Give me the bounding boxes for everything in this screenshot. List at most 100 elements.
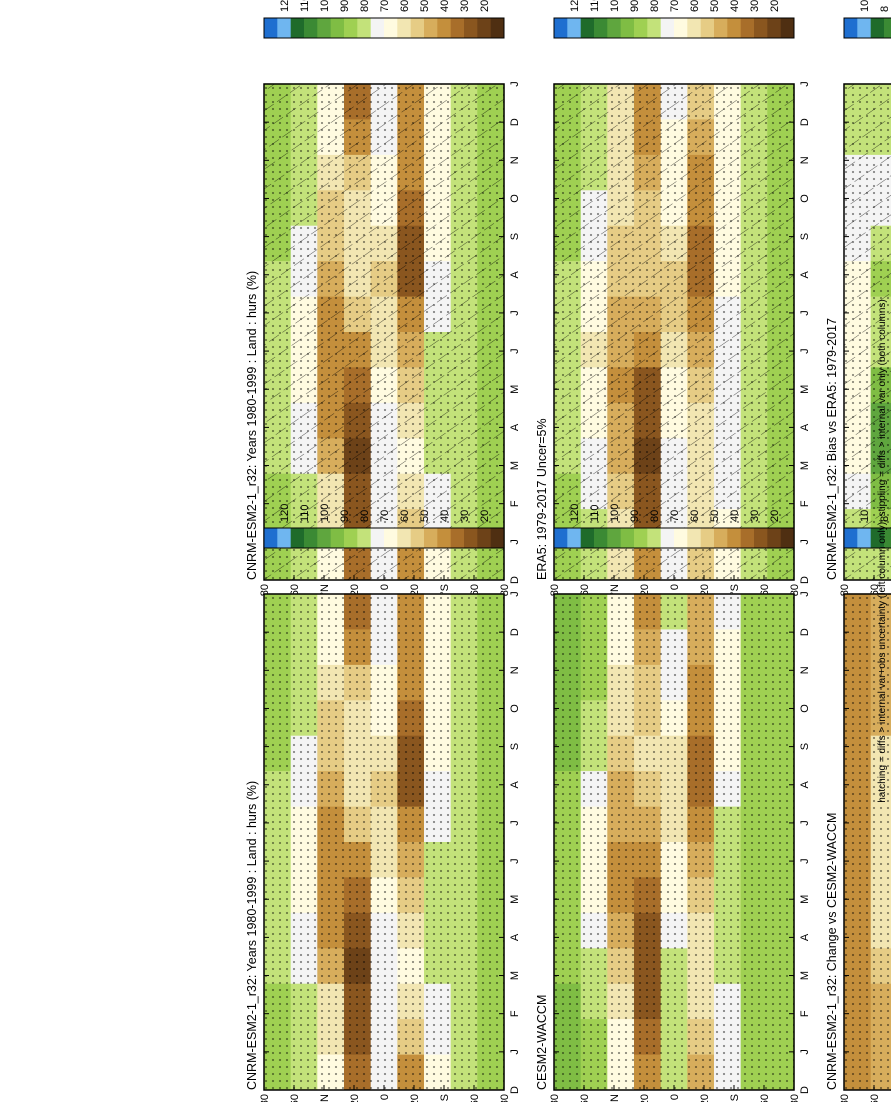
colorbar-swatch: [384, 18, 398, 38]
colorbar-swatch: [714, 18, 728, 38]
lat-label: 80: [499, 584, 511, 596]
month-label: A: [799, 933, 811, 941]
colorbar-swatch: [424, 18, 438, 38]
footnote-text: hatching = diffs > internal var+obs unce…: [877, 299, 888, 803]
colorbar-label: 8: [879, 516, 891, 522]
colorbar-label: 10: [859, 0, 871, 12]
colorbar-swatch: [330, 528, 345, 548]
colorbar-swatch: [357, 18, 372, 38]
month-label: D: [799, 118, 811, 126]
month-label: S: [799, 233, 811, 240]
colorbar-swatch: [397, 528, 412, 548]
colorbar-swatch: [410, 528, 425, 548]
colorbar-label: 120: [279, 0, 291, 12]
lat-label: 20: [349, 1094, 361, 1102]
month-label: J: [799, 348, 811, 354]
colorbar-label: 10: [859, 510, 871, 522]
lat-label: 0: [379, 584, 391, 590]
colorbar-frame: [263, 527, 505, 549]
colorbar-swatch: [767, 528, 782, 548]
colorbar-label: 40: [729, 510, 741, 522]
colorbar-label: 30: [749, 510, 761, 522]
colorbar-label: 70: [669, 0, 681, 12]
colorbar-label: 8: [879, 6, 891, 12]
colorbar-swatch: [330, 18, 345, 38]
colorbar-swatch: [580, 18, 595, 38]
colorbar-label: 40: [729, 0, 741, 12]
colorbar-swatch: [647, 18, 662, 38]
colorbar-swatch: [384, 528, 398, 548]
month-label: N: [509, 156, 521, 164]
month-label: O: [799, 704, 811, 713]
colorbar-label: 110: [299, 504, 311, 522]
lat-label: 60: [289, 1094, 301, 1102]
plot-frame: [843, 83, 891, 581]
colorbar-swatch: [264, 528, 278, 548]
month-label: M: [799, 895, 811, 904]
month-label: D: [509, 118, 521, 126]
colorbar-swatch: [464, 18, 478, 38]
month-label: J: [799, 591, 811, 597]
colorbar-swatch: [634, 528, 648, 548]
month-label: D: [509, 576, 521, 584]
colorbar-label: 40: [439, 0, 451, 12]
colorbar-label: 120: [279, 504, 291, 522]
month-label: A: [509, 270, 521, 278]
stipple-overlay: [554, 594, 794, 1090]
colorbar-swatch: [344, 18, 358, 38]
colorbar-swatch: [277, 18, 292, 38]
lat-label: °N: [609, 1094, 621, 1102]
month-label: M: [509, 385, 521, 394]
hatch-overlay: [264, 84, 504, 580]
lat-label: 80: [259, 584, 271, 596]
lat-label: °S: [729, 584, 741, 596]
panel-title: CNRM-ESM2-1_r32: Years 1980-1999 : Land …: [245, 781, 259, 1090]
colorbar-swatch: [754, 528, 768, 548]
month-label: A: [799, 423, 811, 431]
month-label: S: [799, 743, 811, 750]
colorbar-label: 110: [299, 0, 311, 12]
lat-label: °N: [319, 584, 331, 596]
colorbar-swatch: [660, 528, 675, 548]
colorbar-label: 110: [589, 0, 601, 12]
month-label: M: [799, 385, 811, 394]
colorbar-swatch: [780, 18, 795, 38]
colorbar: 120 110 100 90 80 70 60 50 40 30 20: [263, 0, 505, 39]
lat-label: °N: [319, 1094, 331, 1102]
colorbar-label: 100: [609, 0, 621, 12]
colorbar-swatch: [714, 528, 728, 548]
colorbar-swatch: [674, 528, 688, 548]
colorbar-swatch: [870, 528, 885, 548]
lat-label: 60: [469, 584, 481, 596]
colorbar-label: 20: [769, 510, 781, 522]
lat-label: 60: [759, 1094, 771, 1102]
lat-label: 20: [699, 584, 711, 596]
month-label: N: [509, 666, 521, 674]
colorbar-label: 90: [339, 0, 351, 12]
colorbar-label: 90: [629, 510, 641, 522]
month-label: M: [509, 461, 521, 470]
lat-label: °N: [609, 584, 621, 596]
colorbar-label: 20: [479, 510, 491, 522]
lat-label: 0: [379, 1094, 391, 1100]
colorbar-swatch: [567, 18, 582, 38]
lat-label: 60: [579, 584, 591, 596]
colorbar-swatch: [687, 18, 702, 38]
colorbar-label: 100: [319, 0, 331, 12]
month-label: F: [799, 1010, 811, 1017]
month-label: F: [509, 500, 521, 507]
panel-title: CNRM-ESM2-1_r32: Years 1980-1999 : Land …: [245, 271, 259, 580]
colorbar-label: 70: [379, 510, 391, 522]
colorbar-label: 20: [769, 0, 781, 12]
colorbar-swatch: [370, 528, 385, 548]
colorbar-swatch: [317, 18, 332, 38]
colorbar-label: 50: [419, 510, 431, 522]
colorbar-label: 30: [459, 0, 471, 12]
lat-label: 20: [349, 584, 361, 596]
panel-title: CESM2-WACCM: [535, 995, 549, 1090]
colorbar-swatch: [554, 528, 568, 548]
lat-label: °S: [729, 1094, 741, 1102]
lat-label: 20: [699, 1094, 711, 1102]
